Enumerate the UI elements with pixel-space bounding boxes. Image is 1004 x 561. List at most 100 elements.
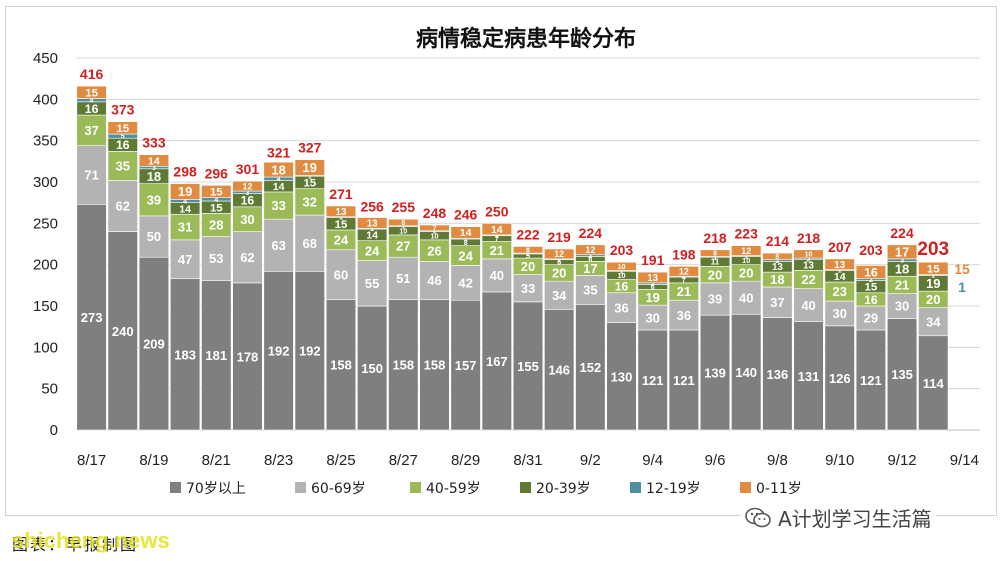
bar-data-label: 16 [85, 102, 99, 116]
bar-segment [107, 121, 138, 135]
bar-data-label: 158 [330, 358, 352, 373]
bar-segment [450, 299, 481, 431]
bar-segment [793, 249, 824, 259]
bar-total-label: 256 [360, 198, 384, 214]
bar-segment [918, 261, 949, 275]
y-tick-label: 0 [50, 422, 58, 439]
bar-data-label: 10 [617, 271, 625, 280]
bar-data-label: 15 [116, 123, 129, 135]
bar-segment [201, 236, 232, 281]
bar-segment [294, 188, 325, 216]
legend-label: 12-19岁 [646, 481, 701, 497]
bar-data-label: 4 [90, 98, 94, 105]
y-tick-label: 400 [33, 91, 58, 108]
y-tick-label: 100 [33, 339, 58, 356]
bar-segment [419, 299, 450, 431]
bar-data-label: 131 [798, 369, 820, 384]
side-label-0-11: 15 [954, 261, 970, 277]
bar-data-label: 21 [895, 278, 909, 293]
bar-segment [357, 217, 388, 229]
bar-data-label: 30 [895, 299, 909, 314]
bar-data-label: 121 [860, 373, 882, 388]
bar-segment [762, 286, 793, 318]
bar-data-label: 37 [84, 123, 98, 138]
bar-data-label: 1 [308, 173, 312, 180]
bar-data-label: 7 [682, 277, 686, 284]
bar-segment [450, 265, 481, 301]
bar-segment [169, 239, 201, 280]
bar-data-label: 114 [923, 376, 945, 391]
bar-segment [793, 288, 824, 323]
bar-total-label: 198 [672, 246, 696, 262]
y-tick-label: 50 [41, 381, 58, 398]
bar-segment [107, 180, 138, 232]
bar-data-label: 150 [361, 361, 383, 376]
bar-data-label: 24 [458, 248, 473, 263]
bar-data-label: 8 [401, 220, 405, 227]
bar-data-label: 26 [427, 243, 441, 258]
bar-data-label: 24 [365, 243, 380, 258]
bar-data-label: 8 [713, 251, 717, 258]
bar-segment [824, 325, 855, 431]
bar-data-label: 15 [210, 202, 223, 214]
bar-segment [886, 293, 918, 319]
bar-data-label: 37 [770, 295, 784, 310]
bar-data-label: 1 [713, 254, 717, 261]
bar-data-label: 20 [926, 292, 940, 307]
bar-segment [419, 261, 450, 300]
bar-data-label: 15 [210, 187, 223, 199]
bar-data-label: 12 [242, 181, 252, 191]
bar-total-label: 214 [766, 233, 790, 249]
bar-total-label: 223 [735, 226, 759, 242]
bar-total-label: 373 [111, 102, 135, 118]
bar-data-label: 1 [744, 254, 748, 261]
chart-frame [5, 6, 997, 516]
bar-data-label: 139 [704, 366, 726, 381]
bar-segment [668, 299, 699, 331]
bar-segment [263, 270, 294, 431]
bar-data-label: 21 [490, 243, 504, 258]
bar-total-label: 224 [890, 225, 914, 241]
bar-data-label: 46 [427, 273, 441, 288]
bar-data-label: 22 [801, 272, 815, 287]
x-tick-label: 8/21 [202, 452, 231, 469]
bar-data-label: 15 [303, 178, 316, 190]
bar-data-label: 40 [801, 298, 815, 313]
bar-data-label: 13 [834, 260, 845, 271]
bar-data-label: 40 [490, 268, 504, 283]
bar-segment [824, 300, 855, 327]
bar-segment [107, 151, 138, 181]
bar-data-label: 2 [588, 253, 592, 260]
bar-data-label: 1 [464, 236, 468, 243]
bar-data-label: 20 [708, 267, 722, 282]
bar-data-label: 1 [682, 274, 686, 281]
bar-data-label: 167 [486, 354, 508, 369]
bar-data-label: 53 [209, 251, 223, 266]
bar-data-label: 27 [396, 239, 410, 254]
bar-data-label: 152 [579, 360, 601, 375]
bar-data-label: 62 [240, 250, 254, 265]
bar-data-label: 18 [770, 272, 784, 287]
bar-data-label: 1 [401, 224, 405, 231]
bar-total-label: 218 [703, 230, 727, 246]
bar-data-label: 16 [864, 293, 878, 307]
bar-data-label: 183 [174, 347, 196, 362]
bar-data-label: 10 [430, 231, 438, 240]
x-tick-label: 9/4 [642, 452, 663, 469]
bar-segment [138, 256, 170, 431]
bar-data-label: 11 [711, 258, 720, 267]
bar-data-label: 7 [495, 236, 499, 243]
bar-segment [575, 244, 606, 256]
bar-data-label: 19 [303, 160, 317, 175]
bar-total-label: 321 [267, 145, 291, 161]
bar-data-label: 181 [205, 348, 227, 363]
bar-data-label: 17 [583, 261, 597, 276]
bar-data-label: 18 [147, 169, 161, 184]
bar-total-label: 248 [423, 205, 447, 221]
bar-data-label: 5 [121, 134, 125, 141]
bar-total-label: 207 [828, 239, 852, 255]
bar-segment [138, 154, 170, 167]
wechat-account: A计划学习生活篇 [778, 507, 932, 531]
bar-total-label: 191 [641, 252, 665, 268]
bar-total-label: 333 [142, 135, 166, 151]
